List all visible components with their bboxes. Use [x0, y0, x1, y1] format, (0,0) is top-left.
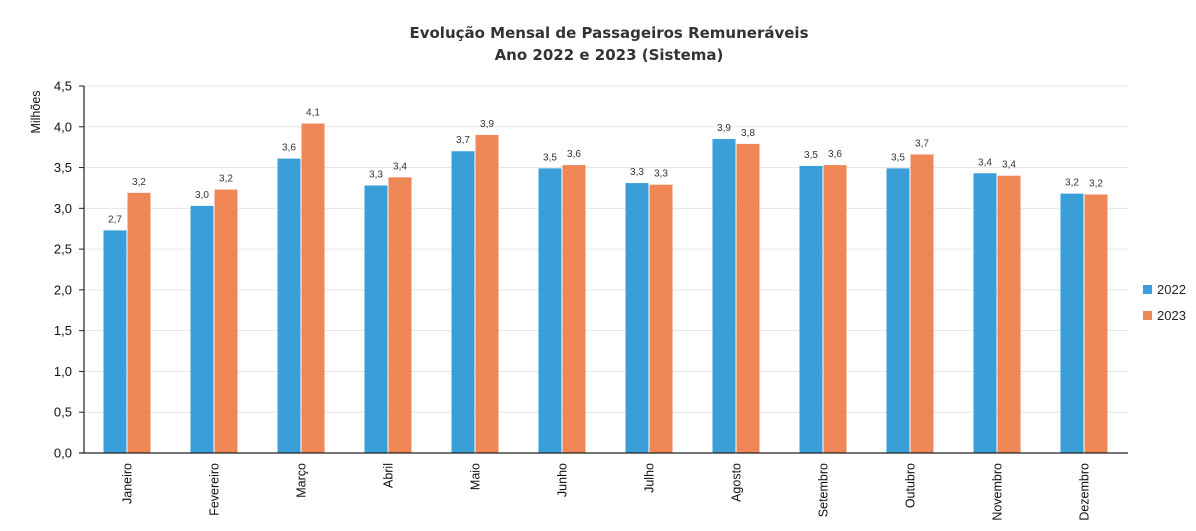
y-tick-label: 0,0	[54, 446, 72, 461]
data-label: 3,9	[480, 119, 494, 130]
category-label: Maio	[469, 463, 483, 490]
bar-2022	[538, 168, 562, 454]
category-label: Janeiro	[121, 463, 135, 504]
category-label: Março	[295, 463, 309, 498]
bar-2022	[364, 185, 388, 453]
data-label: 3,7	[915, 139, 929, 150]
y-tick-label: 4,0	[54, 119, 72, 134]
bar-2023	[649, 184, 673, 453]
chart-title: Evolução Mensal de Passageiros Remuneráv…	[409, 24, 808, 42]
y-tick-label: 4,5	[54, 79, 72, 94]
category-label: Novembro	[991, 463, 1005, 521]
data-label: 3,4	[978, 157, 992, 168]
data-label: 3,6	[567, 149, 581, 160]
data-label: 3,5	[543, 152, 557, 163]
y-tick-label: 2,0	[54, 282, 72, 297]
data-label: 3,2	[1065, 178, 1079, 189]
chart-subtitle: Ano 2022 e 2023 (Sistema)	[495, 46, 724, 64]
legend: 2022 2023	[1143, 282, 1186, 323]
data-label: 3,8	[741, 128, 755, 139]
y-tick-label: 3,5	[54, 160, 72, 175]
bar-series-group	[103, 123, 1108, 454]
data-label: 3,5	[891, 152, 905, 163]
bar-2022	[799, 165, 823, 453]
bar-2023	[910, 154, 934, 454]
gridlines	[84, 85, 1128, 413]
bar-2023	[823, 165, 847, 453]
bar-2022	[1060, 193, 1084, 454]
data-label: 3,2	[1089, 178, 1103, 189]
y-axis-label: Milhões	[29, 90, 43, 133]
data-label: 4,1	[306, 108, 320, 119]
legend-label-2022: 2022	[1157, 282, 1186, 297]
category-label: Abril	[382, 463, 396, 488]
y-tick-label: 1,5	[54, 323, 72, 338]
legend-label-2023: 2023	[1157, 308, 1186, 323]
data-label: 3,7	[456, 135, 470, 146]
bar-2022	[190, 205, 214, 453]
data-label: 3,3	[654, 169, 668, 180]
bar-2023	[475, 134, 499, 453]
bar-2022	[712, 139, 736, 453]
data-label: 3,2	[219, 174, 233, 185]
data-label: 3,4	[393, 161, 407, 172]
category-label: Agosto	[730, 463, 744, 502]
category-label: Dezembro	[1078, 463, 1092, 521]
category-label: Junho	[556, 463, 570, 497]
data-label: 3,9	[717, 123, 731, 134]
category-labels-group: Janeiro Fevereiro Março Abril Maio Junho Julho…	[121, 463, 1092, 521]
bar-2023	[214, 189, 238, 453]
y-axis-ticks: 0,0 0,5 1,0 1,5 2,0 2,5 3,0 3,5 4,0 4,5	[54, 79, 84, 461]
bar-2023	[997, 175, 1021, 453]
data-label: 3,0	[195, 190, 209, 201]
data-label: 3,5	[804, 150, 818, 161]
legend-swatch-2023	[1143, 311, 1152, 320]
bar-2022	[886, 168, 910, 454]
category-label: Setembro	[817, 463, 831, 517]
category-label: Julho	[643, 463, 657, 493]
bar-2023	[388, 177, 412, 453]
bar-2023	[562, 165, 586, 453]
data-label: 3,2	[132, 177, 146, 188]
bar-2022	[973, 173, 997, 453]
y-tick-label: 3,0	[54, 201, 72, 216]
y-tick-label: 2,5	[54, 242, 72, 257]
bar-2022	[103, 230, 127, 453]
category-label: Outubro	[904, 463, 918, 508]
bar-2023	[736, 143, 760, 453]
bar-2023	[1084, 194, 1108, 454]
data-label: 3,6	[828, 149, 842, 160]
legend-swatch-2022	[1143, 285, 1152, 294]
data-label: 3,6	[282, 143, 296, 154]
bar-2022	[451, 151, 475, 453]
bar-2023	[301, 123, 325, 453]
data-label: 3,4	[1002, 160, 1016, 171]
data-label: 3,3	[369, 169, 383, 180]
y-tick-label: 1,0	[54, 364, 72, 379]
data-label: 3,3	[630, 167, 644, 178]
bar-2022	[277, 158, 301, 453]
bar-2022	[625, 183, 649, 453]
data-label: 2,7	[108, 214, 122, 225]
y-tick-label: 0,5	[54, 405, 72, 420]
category-label: Fevereiro	[208, 463, 222, 516]
bar-2023	[127, 192, 151, 454]
data-labels-group: 2,7 3,2 3,0 3,2 3,6 4,1 3,3 3,4 3,7 3,9 3,5 3,6 3,3 3…	[108, 108, 1103, 226]
